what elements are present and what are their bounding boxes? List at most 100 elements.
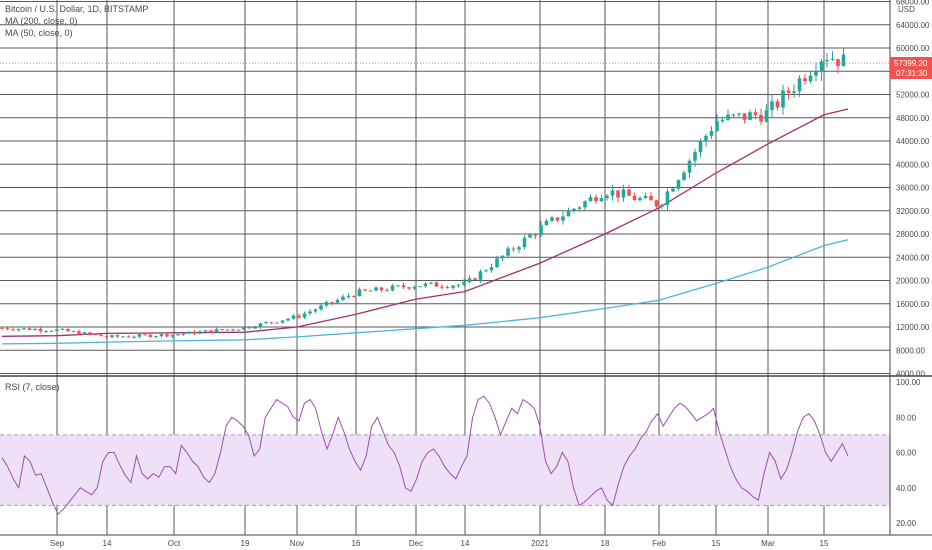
candle-body	[665, 191, 670, 205]
candle-body	[517, 247, 521, 250]
candle-body	[93, 334, 98, 336]
candle-body	[544, 220, 549, 226]
candle-body	[550, 217, 554, 221]
candle-body	[77, 331, 81, 335]
price-tick-label: 36000.00	[896, 184, 930, 193]
candle-body	[264, 322, 268, 324]
candle-body	[225, 329, 230, 331]
candle-body	[220, 329, 224, 331]
candle-body	[797, 78, 802, 92]
candle-body	[605, 195, 609, 199]
candle-body	[737, 113, 741, 115]
pane-separators	[0, 0, 932, 536]
candle-body	[748, 112, 752, 120]
candle-body	[407, 287, 411, 289]
candle-body	[808, 75, 813, 82]
candle-body	[253, 327, 257, 329]
candle-body	[445, 287, 450, 289]
candle-body	[324, 302, 329, 306]
candle-body	[561, 216, 565, 221]
candle-body	[214, 329, 219, 333]
candle-body	[709, 130, 714, 136]
candle-body	[203, 330, 208, 332]
candle-body	[539, 225, 543, 235]
rsi-axis-labels: 100.00 80.00 60.00 40.00 20.00	[896, 378, 921, 528]
price-tick-label: 52000.00	[896, 91, 930, 100]
candle-body	[357, 289, 362, 297]
candle-body	[82, 332, 87, 335]
candle-body	[302, 313, 307, 318]
candle-body	[390, 285, 395, 291]
candle-body	[341, 296, 345, 300]
rsi-legend: RSI (7, close)	[5, 381, 60, 393]
candle-body	[616, 190, 620, 198]
candle-body	[478, 271, 483, 280]
candlestick-series	[0, 48, 846, 339]
time-tick-label: Dec	[409, 539, 423, 548]
ma50-line	[1, 108, 849, 337]
candle-body	[198, 331, 202, 334]
candle-body	[280, 320, 285, 323]
candle-body	[154, 336, 158, 338]
price-tick-label: 40000.00	[896, 160, 930, 169]
candle-body	[704, 135, 708, 141]
candle-body	[319, 305, 323, 310]
legend-ma50[interactable]: MA (50, close, 0)	[5, 28, 73, 38]
candle-body	[16, 329, 21, 331]
candle-body	[676, 180, 681, 189]
candle-body	[451, 285, 455, 288]
price-tick-label: 64000.00	[896, 21, 930, 30]
candle-body	[181, 333, 186, 335]
candle-body	[489, 267, 494, 271]
candle-body	[104, 336, 109, 338]
candle-body	[346, 296, 351, 298]
candle-body	[660, 204, 664, 207]
candle-body	[522, 237, 527, 248]
candle-body	[495, 258, 499, 268]
candle-body	[0, 328, 4, 330]
price-axis-currency: USD	[898, 5, 915, 14]
candle-body	[170, 334, 175, 337]
candle-body	[759, 114, 763, 122]
candle-body	[143, 334, 147, 336]
last-price-value: 57399.20	[894, 59, 928, 68]
candle-body	[594, 197, 598, 202]
candle-body	[473, 278, 477, 280]
candle-body	[27, 328, 32, 331]
candle-body	[115, 335, 120, 337]
candle-body	[352, 296, 356, 298]
candle-body	[627, 189, 631, 196]
candle-body	[121, 336, 125, 338]
time-tick-label: 15	[820, 539, 829, 548]
candle-body	[110, 335, 114, 338]
candle-body	[132, 336, 136, 338]
candle-body	[599, 198, 604, 202]
candle-body	[649, 195, 653, 201]
candle-body	[742, 113, 747, 120]
rsi-path	[1, 395, 849, 516]
candle-body	[38, 328, 43, 332]
candle-body	[423, 283, 428, 287]
legend-rsi[interactable]: RSI (7, close)	[5, 382, 60, 392]
ma200-path	[1, 239, 849, 345]
candle-body	[275, 322, 279, 324]
candle-body	[819, 61, 824, 72]
candle-body	[506, 248, 510, 256]
candle-body	[775, 101, 780, 108]
candle-body	[643, 195, 648, 199]
last-price-countdown: 07:31:30	[896, 69, 928, 78]
price-tick-label: 48000.00	[896, 114, 930, 123]
candle-body	[726, 114, 730, 120]
candle-body	[621, 189, 626, 198]
candle-body	[22, 328, 26, 330]
time-tick-label: 16	[352, 539, 361, 548]
candle-body	[638, 198, 642, 201]
candle-body	[836, 59, 840, 67]
candle-body	[577, 207, 582, 209]
legend-symbol[interactable]: Bitcoin / U.S. Dollar, 1D, BITSTAMP	[5, 4, 149, 14]
last-price-badge[interactable]: 57399.20 07:31:30	[890, 57, 932, 79]
legend-ma200[interactable]: MA (200, close, 0)	[5, 16, 78, 26]
candle-body	[379, 287, 384, 291]
candle-body	[335, 299, 340, 303]
